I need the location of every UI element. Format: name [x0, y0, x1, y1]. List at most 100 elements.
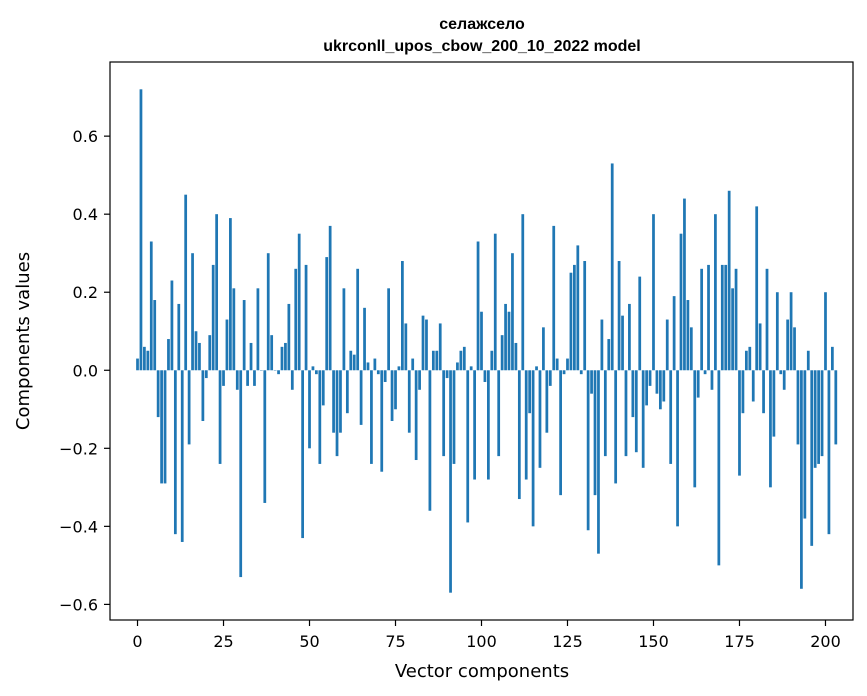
bar-75 [394, 370, 397, 410]
bar-87 [435, 350, 439, 371]
x-tick-label: 75 [385, 632, 405, 651]
bar-38 [266, 253, 270, 371]
bar-70 [376, 370, 380, 375]
bar-174 [734, 268, 738, 371]
y-tick-label: −0.4 [59, 517, 98, 536]
bar-13 [180, 370, 184, 542]
bar-56 [328, 225, 332, 371]
bar-172 [727, 190, 731, 371]
bar-164 [700, 268, 704, 371]
bar-18 [198, 342, 201, 371]
bar-107 [504, 303, 507, 371]
bar-64 [356, 268, 360, 371]
bar-68 [370, 370, 373, 464]
x-tick-label: 150 [638, 632, 669, 651]
bar-12 [177, 303, 181, 371]
bar-29 [235, 370, 239, 390]
bar-162 [693, 370, 697, 488]
bar-130 [583, 261, 587, 371]
bar-201 [827, 370, 831, 535]
bar-81 [414, 370, 418, 461]
bar-141 [621, 315, 624, 371]
bar-7 [160, 370, 163, 484]
y-tick-label: 0.4 [73, 205, 98, 224]
y-tick-label: −0.2 [59, 439, 98, 458]
bar-199 [820, 370, 824, 457]
bar-159 [683, 198, 686, 371]
bar-42 [280, 346, 284, 371]
bar-21 [208, 335, 212, 371]
bar-4 [149, 241, 153, 371]
bar-86 [431, 350, 435, 371]
bar-85 [428, 370, 432, 511]
bar-180 [755, 206, 759, 371]
bar-24 [218, 370, 222, 464]
bar-59 [339, 370, 342, 433]
bar-10 [170, 280, 174, 371]
bar-37 [263, 370, 267, 503]
bar-98 [473, 370, 476, 480]
bar-185 [772, 370, 776, 437]
bar-121 [552, 225, 556, 371]
bar-190 [789, 292, 793, 371]
bar-177 [744, 350, 748, 371]
x-tick-label: 200 [810, 632, 841, 651]
bar-169 [717, 370, 721, 566]
x-tick-label: 100 [466, 632, 497, 651]
bar-127 [573, 264, 576, 371]
bar-124 [562, 370, 566, 375]
bar-105 [497, 370, 501, 457]
bar-97 [469, 366, 473, 371]
bar-96 [466, 370, 470, 523]
bar-157 [676, 370, 679, 527]
bar-99 [476, 241, 480, 371]
y-tick-label: 0.6 [73, 127, 98, 146]
y-axis-label: Components values [13, 252, 34, 430]
x-tick-label: 125 [552, 632, 583, 651]
bar-196 [810, 370, 814, 546]
bar-111 [517, 370, 521, 500]
bar-129 [579, 370, 583, 375]
x-axis-ticks: 0 25 50 75 100 125 150 175 200 [132, 620, 841, 651]
bar-136 [603, 370, 607, 457]
bar-32 [246, 370, 249, 386]
bar-149 [648, 370, 652, 386]
bar-122 [555, 358, 559, 371]
bar-92 [452, 370, 456, 464]
bar-147 [641, 370, 645, 468]
bar-77 [401, 261, 404, 371]
bar-94 [459, 350, 463, 371]
bar-46 [294, 268, 298, 371]
bar-76 [397, 366, 401, 371]
x-tick-label: 0 [132, 632, 142, 651]
bar-128 [576, 245, 580, 371]
bar-91 [449, 370, 452, 593]
bar-158 [679, 233, 683, 371]
bar-43 [284, 342, 287, 371]
bar-60 [342, 288, 346, 371]
bar-44 [287, 303, 291, 371]
bar-167 [710, 370, 714, 390]
bar-90 [445, 370, 449, 379]
bar-30 [239, 370, 243, 578]
bar-200 [824, 292, 827, 371]
bar-173 [731, 288, 734, 371]
bar-102 [487, 370, 490, 480]
bar-116 [535, 366, 538, 371]
bar-63 [352, 354, 356, 371]
bar-61 [345, 370, 349, 414]
bar-192 [796, 370, 800, 445]
bar-163 [696, 370, 700, 398]
bar-175 [738, 370, 741, 476]
bar-119 [545, 370, 549, 433]
bar-106 [500, 335, 504, 371]
bar-155 [669, 370, 673, 464]
bar-156 [672, 296, 676, 371]
bar-143 [628, 303, 631, 371]
y-tick-label: −0.6 [59, 595, 98, 614]
bar-100 [480, 311, 483, 371]
bar-112 [521, 214, 525, 371]
bar-3 [146, 350, 150, 371]
bar-73 [387, 288, 390, 371]
